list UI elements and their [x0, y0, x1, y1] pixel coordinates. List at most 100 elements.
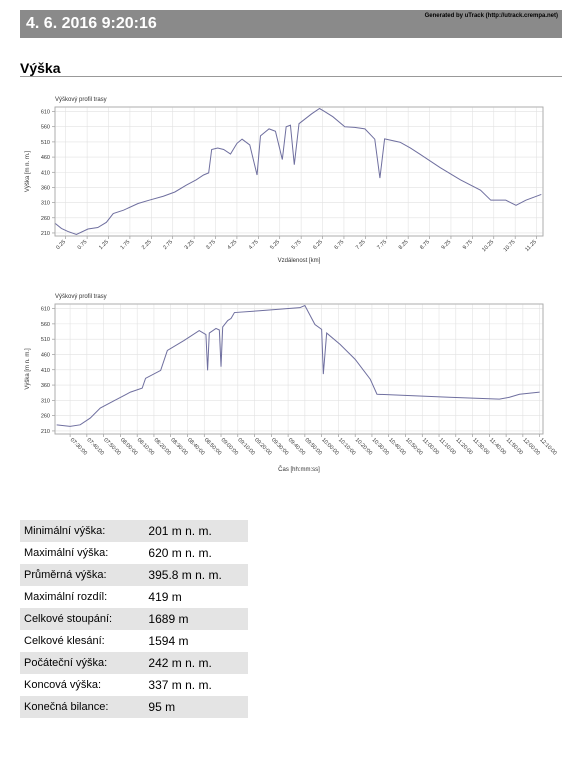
y-axis-label: Výška [m n. m.] [25, 348, 31, 390]
stat-label: Konečná bilance: [20, 696, 143, 718]
x-tick-label: 09:30:00 [270, 437, 289, 456]
x-tick-label: 10:40:00 [387, 437, 406, 456]
x-tick-label: 10:10:00 [337, 437, 356, 456]
stat-label: Maximální rozdíl: [24, 591, 108, 603]
stats-row: Celkové klesání: 1594 m [20, 630, 248, 652]
x-tick-label: 08:40:00 [186, 437, 205, 456]
x-tick-label: 09:50:00 [303, 437, 322, 456]
stats-row: Průměrná výška: 395.8 m n. m. [20, 564, 248, 586]
x-tick-label: 3.75 [205, 239, 217, 251]
stat-value: 201 m n. m. [142, 520, 248, 542]
stat-value: 620 m n. m. [148, 546, 212, 560]
y-tick-label: 460 [41, 352, 50, 358]
stat-value: 95 m [142, 696, 248, 718]
x-tick-label: 11:50:00 [505, 437, 524, 456]
y-tick-label: 560 [41, 125, 50, 131]
x-tick-label: 11:00:00 [421, 437, 440, 456]
y-tick-label: 310 [41, 201, 50, 207]
x-axis-label: Čas [hh:mm:ss] [278, 466, 320, 473]
x-tick-label: 11:30:00 [471, 437, 490, 456]
x-tick-label: 5.75 [291, 239, 303, 251]
y-tick-label: 210 [41, 231, 50, 237]
x-tick-label: 7.75 [376, 239, 388, 251]
x-tick-label: 1.25 [98, 239, 110, 251]
x-tick-label: 10:30:00 [371, 437, 390, 456]
y-tick-label: 460 [41, 155, 50, 161]
x-tick-label: 0.75 [77, 239, 89, 251]
y-tick-label: 360 [41, 185, 50, 191]
y-tick-label: 260 [41, 414, 50, 420]
x-tick-label: 11:20:00 [454, 437, 473, 456]
x-tick-label: 9.75 [462, 239, 474, 251]
x-tick-label: 8.25 [398, 239, 410, 251]
stat-label: Celkové klesání: [24, 635, 105, 647]
header-title: 4. 6. 2016 9:20:16 [26, 15, 157, 32]
stat-label: Koncová výška: [24, 679, 102, 691]
x-tick-label: 09:10:00 [236, 437, 255, 456]
stat-value: 419 m [148, 590, 182, 604]
y-tick-label: 610 [41, 307, 50, 313]
y-tick-label: 260 [41, 216, 50, 222]
y-tick-label: 510 [41, 337, 50, 343]
stats-row: Konečná bilance: 95 m [20, 696, 248, 718]
x-tick-label: 09:40:00 [287, 437, 306, 456]
x-tick-label: 12:10:00 [538, 437, 557, 456]
x-tick-label: 10.75 [503, 239, 517, 253]
x-tick-label: 6.25 [312, 239, 324, 251]
elevation-line [54, 107, 542, 236]
section-rule [20, 76, 562, 77]
y-tick-label: 510 [41, 140, 50, 146]
plot-frame [54, 303, 544, 435]
stats-row: Minimální výška: 201 m n. m. [20, 520, 248, 542]
stats-table: Minimální výška: 201 m n. m. Maximální výš… [20, 520, 248, 718]
x-tick-label: 11.25 [524, 239, 538, 253]
x-tick-label: 5.25 [269, 239, 281, 251]
x-tick-label: 12:00:00 [521, 437, 540, 456]
y-tick-label: 410 [41, 170, 50, 176]
x-tick-label: 7.25 [355, 239, 367, 251]
y-tick-label: 610 [41, 110, 50, 116]
charts: Výškový profil trasy Výška [m n. m.] Vzdál… [25, 97, 558, 473]
elevation-line [56, 304, 540, 427]
x-tick-label: 1.75 [120, 239, 132, 251]
stat-label: Maximální výška: [24, 547, 109, 559]
x-tick-label: 3.25 [184, 239, 196, 251]
x-tick-label: 08:50:00 [203, 437, 222, 456]
x-tick-label: 0.25 [55, 239, 67, 251]
stat-value: 1594 m [148, 634, 189, 648]
y-tick-label: 360 [41, 383, 50, 389]
x-tick-label: 9.25 [441, 239, 453, 251]
section-title: Výška [20, 60, 61, 76]
x-tick-label: 2.25 [141, 239, 153, 251]
stats-row: Maximální výška: 620 m n. m. [20, 542, 248, 564]
stat-label: Počáteční výška: [20, 652, 143, 674]
x-tick-label: 2.75 [162, 239, 174, 251]
x-tick-label: 10.25 [481, 239, 495, 253]
x-tick-label: 09:00:00 [220, 437, 239, 456]
y-tick-label: 210 [41, 429, 50, 435]
stat-value: 395.8 m n. m. [142, 564, 248, 586]
plot-area [54, 303, 544, 435]
stats-row: Počáteční výška: 242 m n. m. [20, 652, 248, 674]
x-tick-label: 08:10:00 [136, 437, 155, 456]
x-tick-label: 08:30:00 [169, 437, 188, 456]
stat-label: Průměrná výška: [20, 564, 143, 586]
x-axis-label: Vzdálenost [km] [278, 258, 321, 264]
y-axis-label: Výška [m n. m.] [25, 150, 31, 192]
x-tick-label: 10:20:00 [354, 437, 373, 456]
x-tick-label: 08:00:00 [119, 437, 138, 456]
stat-label: Minimální výška: [20, 520, 143, 542]
x-tick-label: 07:40:00 [85, 437, 104, 456]
x-tick-label: 11:10:00 [438, 437, 457, 456]
x-tick-label: 4.25 [227, 239, 239, 251]
y-tick-label: 310 [41, 398, 50, 404]
x-tick-label: 10:00:00 [320, 437, 339, 456]
x-tick-label: 8.75 [419, 239, 431, 251]
x-tick-label: 07:30:00 [69, 437, 88, 456]
x-tick-label: 6.75 [334, 239, 346, 251]
stats-row: Maximální rozdíl: 419 m [20, 586, 248, 608]
stat-label: Celkové stoupání: [20, 608, 143, 630]
x-tick-label: 08:20:00 [153, 437, 172, 456]
generator-note: Generated by uTrack (http://utrack.cremp… [424, 13, 558, 19]
